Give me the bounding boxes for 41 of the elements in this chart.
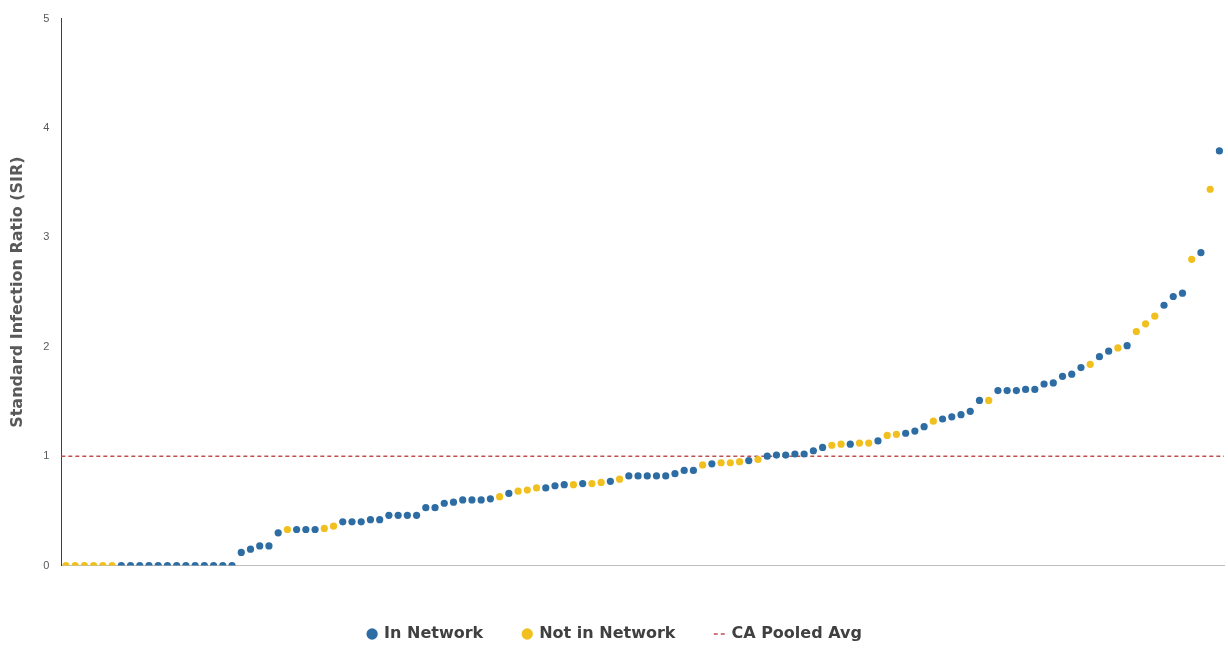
point	[329, 522, 338, 530]
point	[588, 479, 596, 488]
point	[1151, 312, 1159, 320]
point	[754, 455, 762, 464]
point	[1114, 344, 1122, 352]
point	[320, 524, 328, 532]
point	[726, 459, 734, 467]
point	[597, 478, 605, 487]
legend-label: Not in Network	[539, 623, 676, 643]
point	[1188, 255, 1196, 263]
point	[865, 439, 873, 447]
point	[496, 493, 504, 501]
point	[523, 486, 531, 494]
point	[615, 475, 624, 483]
y-axis-title: Standard Infection Ratio (SIR)	[6, 156, 26, 428]
point	[855, 439, 864, 447]
point	[283, 525, 291, 534]
point	[883, 431, 891, 440]
point	[892, 430, 901, 438]
point	[717, 459, 725, 467]
point	[532, 484, 541, 492]
point	[1141, 320, 1150, 328]
y-tick-label: 1	[43, 449, 50, 462]
y-tick-label: 2	[43, 339, 50, 352]
point	[985, 396, 993, 405]
y-tick-label: 4	[43, 121, 50, 134]
point	[699, 461, 707, 469]
point	[514, 487, 522, 495]
legend-label: CA Pooled Avg	[731, 623, 862, 643]
point	[828, 441, 836, 449]
point	[929, 417, 937, 425]
y-tick-label: 5	[43, 11, 50, 24]
point	[735, 458, 744, 466]
point	[569, 481, 578, 489]
y-tick-label: 3	[43, 230, 50, 243]
point	[1132, 327, 1140, 336]
point	[1086, 360, 1094, 368]
legend-label: In Network	[384, 623, 484, 643]
y-tick-label: 0	[43, 558, 50, 571]
point	[1206, 185, 1214, 193]
point	[837, 440, 845, 448]
